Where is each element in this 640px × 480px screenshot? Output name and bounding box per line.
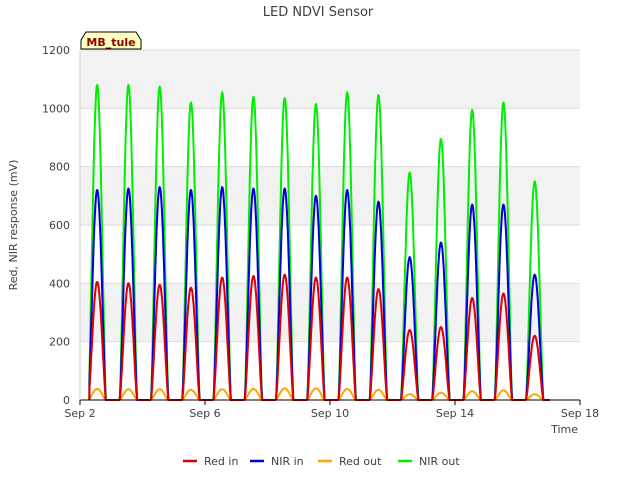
y-tick-label: 600 <box>49 219 70 232</box>
x-tick-label: Sep 18 <box>561 407 599 420</box>
legend: Red in NIR in Red out NIR out <box>183 455 460 468</box>
x-tick-label: Sep 10 <box>311 407 349 420</box>
y-tick-label: 1200 <box>42 44 70 57</box>
legend-item: Red out <box>318 455 382 468</box>
legend-label: Red in <box>204 455 238 468</box>
series-lines <box>88 84 550 401</box>
axes: 0 200 400 600 800 1000 1200 Sep 2 Sep 6 Sep 10 Sep… <box>42 44 599 420</box>
legend-label: NIR out <box>419 455 460 468</box>
x-tick-label: Sep 6 <box>189 407 220 420</box>
legend-item: NIR out <box>398 455 460 468</box>
legend-item: NIR in <box>250 455 304 468</box>
y-tick-label: 400 <box>49 277 70 290</box>
legend-item: Red in <box>183 455 238 468</box>
y-tick-label: 1000 <box>42 102 70 115</box>
y-axis-label: Red, NIR response (mV) <box>7 160 20 291</box>
plot-band <box>80 50 580 109</box>
legend-label: NIR in <box>271 455 304 468</box>
x-axis-label: Time <box>550 423 578 436</box>
series-line-red-in <box>88 273 550 401</box>
site-label: MB_tule <box>86 36 135 49</box>
y-tick-label: 0 <box>63 394 70 407</box>
site-label-box: MB_tule <box>80 31 142 50</box>
y-tick-label: 800 <box>49 161 70 174</box>
series-line-nir-in <box>88 186 550 401</box>
y-tick-label: 200 <box>49 336 70 349</box>
site-label-shape <box>80 31 142 50</box>
x-tick-label: Sep 2 <box>64 407 95 420</box>
legend-label: Red out <box>339 455 382 468</box>
chart-title: LED NDVI Sensor <box>263 5 374 20</box>
series-line-nir-out <box>88 84 550 401</box>
x-tick-label: Sep 14 <box>436 407 474 420</box>
series-line-red-out <box>88 387 550 401</box>
